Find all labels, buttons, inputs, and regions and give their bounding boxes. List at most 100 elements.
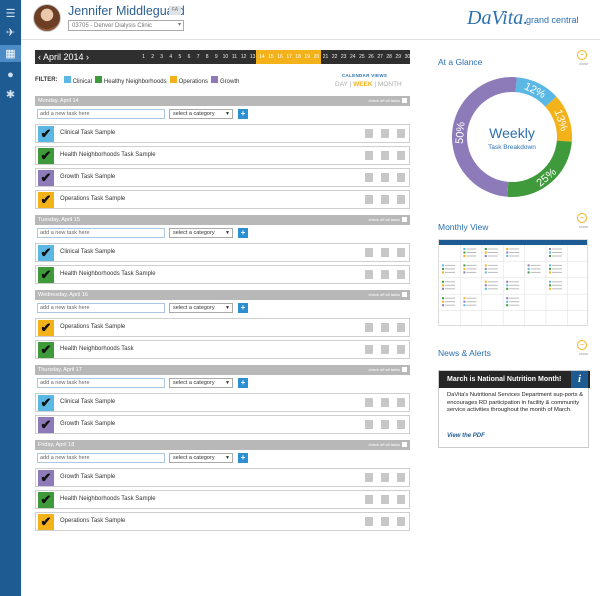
delete-icon[interactable] — [397, 173, 405, 182]
date-day[interactable]: 26 — [368, 54, 374, 60]
task-check-icon[interactable]: ✔ — [38, 492, 54, 508]
delete-icon[interactable] — [397, 195, 405, 204]
task-check-icon[interactable]: ✔ — [38, 170, 54, 186]
assign-user-icon[interactable] — [365, 129, 373, 138]
delete-icon[interactable] — [397, 151, 405, 160]
date-day[interactable]: 28 — [386, 54, 392, 60]
date-day[interactable]: 8 — [205, 54, 209, 60]
date-day[interactable]: 14 — [259, 54, 265, 60]
task-row[interactable]: ✔ Operations Task Sample — [35, 318, 410, 337]
add-task-input[interactable]: add a new task here — [37, 378, 165, 388]
task-row[interactable]: ✔ Growth Task Sample — [35, 468, 410, 487]
gear-icon[interactable]: ✱ — [5, 89, 16, 101]
reschedule-icon[interactable] — [381, 195, 389, 204]
check-all-box[interactable] — [402, 217, 407, 223]
assign-user-icon[interactable] — [365, 195, 373, 204]
plane-icon[interactable]: ✈ — [5, 27, 16, 39]
task-check-icon[interactable]: ✔ — [38, 148, 54, 164]
reschedule-icon[interactable] — [381, 173, 389, 182]
assign-user-icon[interactable] — [365, 345, 373, 354]
date-day[interactable]: 23 — [340, 54, 347, 60]
close-icon[interactable]: − — [577, 50, 587, 60]
delete-icon[interactable] — [397, 345, 405, 354]
news-pdf-link[interactable]: View the PDF — [447, 433, 485, 439]
task-row[interactable]: ✔ Operations Task Sample — [35, 512, 410, 531]
reschedule-icon[interactable] — [381, 129, 389, 138]
task-check-icon[interactable]: ✔ — [38, 126, 54, 142]
reschedule-icon[interactable] — [381, 517, 389, 526]
close-icon[interactable]: − — [577, 213, 587, 223]
add-task-button[interactable]: + — [238, 109, 248, 119]
add-task-input[interactable]: add a new task here — [37, 453, 165, 463]
task-check-icon[interactable]: ✔ — [38, 267, 54, 283]
filter-item[interactable]: Operations — [167, 75, 208, 85]
delete-icon[interactable] — [397, 129, 405, 138]
category-select[interactable]: select a category ▼ — [169, 109, 233, 119]
task-check-icon[interactable]: ✔ — [38, 514, 54, 530]
task-row[interactable]: ✔ Clinical Task Sample — [35, 243, 410, 262]
date-day[interactable]: 4 — [169, 54, 173, 60]
view-month[interactable]: MONTH — [377, 81, 402, 88]
date-day[interactable]: 16 — [277, 54, 283, 60]
reschedule-icon[interactable] — [381, 151, 389, 160]
task-check-icon[interactable]: ✔ — [38, 470, 54, 486]
assign-user-icon[interactable] — [365, 323, 373, 332]
month-nav[interactable]: ‹ April 2014 › — [38, 52, 90, 62]
date-day[interactable]: 15 — [268, 54, 274, 60]
filter-item[interactable]: Healthy Neighborhoods — [92, 75, 167, 85]
date-day[interactable]: 7 — [196, 54, 200, 60]
check-all-tasks[interactable]: check off all tasks — [369, 96, 407, 106]
date-day[interactable]: 20 — [313, 54, 320, 60]
task-row[interactable]: ✔ Clinical Task Sample — [35, 393, 410, 412]
check-all-tasks[interactable]: check off all tasks — [369, 215, 407, 225]
check-all-box[interactable] — [402, 98, 407, 104]
category-select[interactable]: select a category ▼ — [169, 303, 233, 313]
date-day[interactable]: 12 — [240, 54, 247, 60]
task-row[interactable]: ✔ Health Neighborhoods Task Sample — [35, 490, 410, 509]
delete-icon[interactable] — [397, 323, 405, 332]
task-check-icon[interactable]: ✔ — [38, 417, 54, 433]
task-check-icon[interactable]: ✔ — [38, 245, 54, 261]
assign-user-icon[interactable] — [365, 420, 373, 429]
date-day[interactable]: 1 — [142, 54, 145, 60]
date-day[interactable]: 17 — [286, 54, 292, 60]
clinic-select[interactable]: 03705 - Denver Dialysis Clinic ▾ — [68, 20, 184, 31]
check-all-box[interactable] — [402, 367, 407, 373]
date-day[interactable]: 27 — [377, 54, 383, 60]
check-all-box[interactable] — [402, 442, 407, 448]
date-day[interactable]: 30 — [404, 54, 411, 60]
delete-icon[interactable] — [397, 270, 405, 279]
date-day[interactable]: 9 — [214, 54, 218, 60]
category-select[interactable]: select a category ▼ — [169, 453, 233, 463]
date-day[interactable]: 18 — [295, 54, 301, 60]
reschedule-icon[interactable] — [381, 270, 389, 279]
task-row[interactable]: ✔ Growth Task Sample — [35, 415, 410, 434]
category-select[interactable]: select a category ▼ — [169, 378, 233, 388]
delete-icon[interactable] — [397, 248, 405, 257]
date-day[interactable]: 19 — [304, 54, 311, 60]
check-all-box[interactable] — [402, 292, 407, 298]
menu-icon[interactable]: ☰ — [5, 8, 16, 20]
date-day[interactable]: 6 — [187, 54, 191, 60]
category-select[interactable]: select a category ▼ — [169, 228, 233, 238]
user-icon[interactable]: ● — [7, 68, 14, 81]
check-all-tasks[interactable]: check off all tasks — [369, 440, 407, 450]
assign-user-icon[interactable] — [365, 248, 373, 257]
task-check-icon[interactable]: ✔ — [38, 395, 54, 411]
reschedule-icon[interactable] — [381, 323, 389, 332]
monthly-calendar-thumbnail[interactable] — [438, 239, 589, 327]
assign-user-icon[interactable] — [365, 495, 373, 504]
delete-icon[interactable] — [397, 517, 405, 526]
view-day[interactable]: DAY — [335, 81, 348, 88]
avatar[interactable] — [33, 4, 61, 32]
delete-icon[interactable] — [397, 473, 405, 482]
filter-item[interactable]: Growth — [208, 75, 239, 85]
add-task-input[interactable]: add a new task here — [37, 109, 165, 119]
assign-user-icon[interactable] — [365, 398, 373, 407]
delete-icon[interactable] — [397, 495, 405, 504]
date-day[interactable]: 21 — [322, 54, 329, 60]
add-task-button[interactable]: + — [238, 453, 248, 463]
check-all-tasks[interactable]: check off all tasks — [369, 365, 407, 375]
task-row[interactable]: ✔ Growth Task Sample — [35, 168, 410, 187]
date-day[interactable]: 10 — [222, 54, 229, 60]
